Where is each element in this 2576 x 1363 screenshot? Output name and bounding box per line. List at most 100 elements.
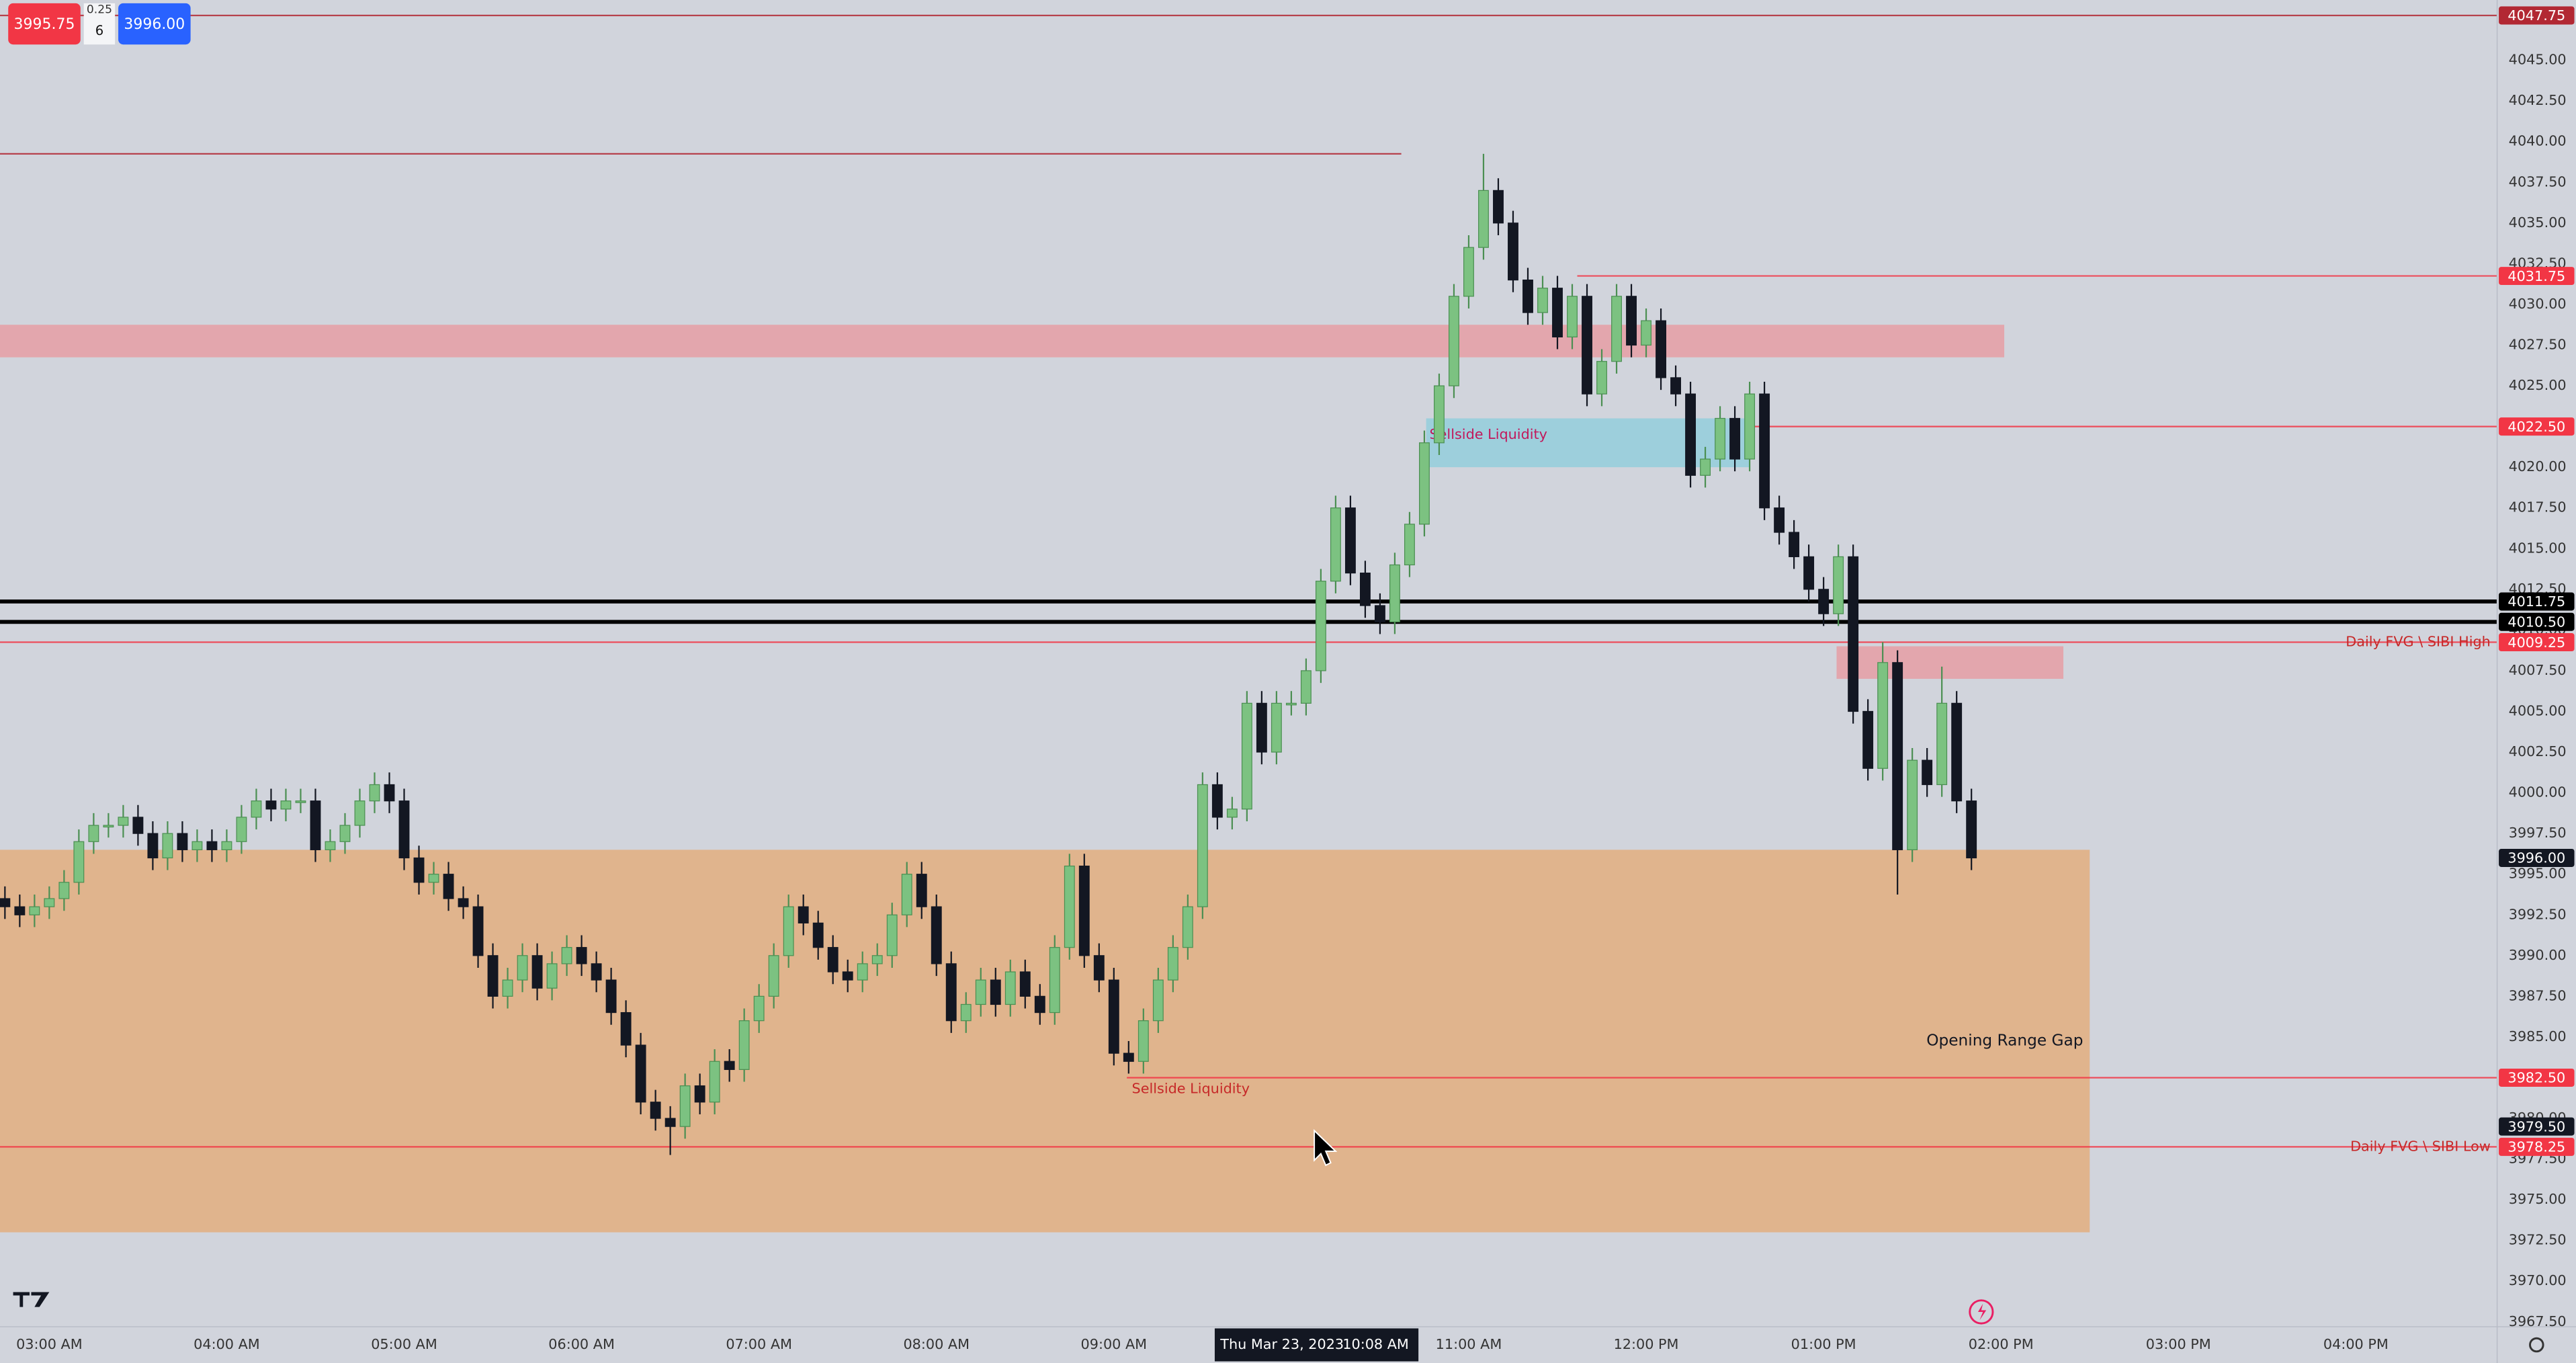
price-tag <box>2499 6 2575 25</box>
candle-body <box>812 922 824 948</box>
settings-icon[interactable] <box>2529 1337 2544 1353</box>
candle-body <box>398 800 410 859</box>
candle-body <box>561 947 572 964</box>
candle-body <box>502 979 513 997</box>
candle-body <box>1848 556 1859 712</box>
candle-body <box>1241 702 1252 810</box>
candle-body <box>487 955 499 997</box>
crosshair-price-tag <box>2499 1117 2575 1136</box>
replay-icon[interactable] <box>1969 1299 1994 1325</box>
price-tag <box>2499 1137 2575 1156</box>
price-tag <box>2499 1068 2575 1087</box>
candle-body <box>1789 532 1800 557</box>
candle-body <box>768 955 779 997</box>
last-price-tag <box>2499 848 2575 867</box>
candle-body <box>1582 296 1592 395</box>
price-tag-label: 4031.75 <box>2507 268 2565 284</box>
candle-body <box>1064 865 1075 948</box>
candle-body <box>310 800 321 850</box>
candle-body <box>1670 377 1682 395</box>
candle-body <box>1019 971 1031 997</box>
candle-body <box>443 874 454 899</box>
ask-price: 3996.00 <box>124 16 185 33</box>
candle-body <box>1685 393 1697 476</box>
candle-body <box>1359 572 1371 606</box>
candle-body <box>1966 800 1977 859</box>
buy-button[interactable] <box>118 3 191 45</box>
candle-body <box>177 833 188 850</box>
candle-body <box>191 841 203 850</box>
candle-body <box>1078 865 1090 956</box>
candle-body <box>605 979 617 1014</box>
zone <box>1836 646 2064 679</box>
y-tick-label: 3985.00 <box>2509 1028 2567 1044</box>
y-tick-label: 4020.00 <box>2509 458 2567 474</box>
y-tick-label: 4042.50 <box>2509 92 2567 108</box>
candle-body <box>29 906 40 915</box>
x-tick-label: 01:00 PM <box>1791 1336 1856 1352</box>
candle-body <box>1596 361 1607 395</box>
candle-body <box>1626 296 1637 346</box>
x-tick-label: 09:00 AM <box>1081 1336 1148 1352</box>
crosshair-date: Thu Mar 23, 2023 <box>1219 1336 1344 1352</box>
y-tick-label: 4025.00 <box>2509 377 2567 393</box>
sell-button[interactable] <box>8 3 81 45</box>
candle-body <box>664 1118 676 1127</box>
candle-body <box>1152 979 1164 1022</box>
price-tag <box>2499 417 2575 436</box>
y-tick-label: 3992.50 <box>2509 906 2567 922</box>
zone-label: Opening Range Gap <box>1926 1031 2083 1049</box>
candle-body <box>1877 662 1889 769</box>
price-tag <box>2499 592 2575 611</box>
bid-price: 3995.75 <box>14 16 75 33</box>
candle-body <box>0 898 11 907</box>
candle-body <box>1936 702 1948 786</box>
y-tick-label: 4037.50 <box>2509 173 2567 190</box>
y-tick-label: 3972.50 <box>2509 1232 2567 1248</box>
last-price-tag-label: 3996.00 <box>2507 850 2565 866</box>
y-tick-label: 4027.50 <box>2509 336 2567 352</box>
x-tick-label: 06:00 AM <box>548 1336 615 1352</box>
y-tick-label: 4007.50 <box>2509 662 2567 678</box>
y-tick-label: 4017.50 <box>2509 499 2567 515</box>
candle-body <box>990 979 1001 1005</box>
candle-body <box>1434 385 1445 444</box>
crosshair-time-box <box>1214 1328 1419 1362</box>
y-tick-label: 3970.00 <box>2509 1272 2567 1288</box>
candle-body <box>1759 393 1770 509</box>
candle-body <box>576 947 587 964</box>
candle-body <box>1715 417 1726 460</box>
quantity-box[interactable] <box>83 3 116 45</box>
candle-body <box>1093 955 1105 981</box>
mouse-cursor <box>1314 1128 1338 1167</box>
level-note: Daily FVG \ SIBI High <box>2346 634 2491 650</box>
candle-body <box>1744 393 1756 460</box>
candle-body <box>857 963 868 981</box>
candle-body <box>428 874 439 883</box>
tv-logo <box>13 1292 50 1307</box>
y-tick-label: 4000.00 <box>2509 784 2567 800</box>
level-note: Daily FVG \ SIBI Low <box>2350 1138 2491 1154</box>
price-tag <box>2499 267 2575 286</box>
y-tick-label: 4035.00 <box>2509 214 2567 231</box>
candle-body <box>1226 809 1238 818</box>
candle-body <box>1803 556 1815 590</box>
candle-body <box>945 963 957 1022</box>
x-tick-label: 07:00 AM <box>726 1336 792 1352</box>
candle-body <box>1449 296 1459 386</box>
price-tag <box>2499 612 2575 631</box>
candle-body <box>1137 1020 1149 1062</box>
candle-body <box>679 1085 691 1127</box>
candle-body <box>1774 507 1785 533</box>
price-tag-label: 4047.75 <box>2507 7 2565 24</box>
candle-body <box>1567 296 1578 337</box>
candle-body <box>369 784 380 802</box>
candle-body <box>1123 1052 1134 1062</box>
x-tick-label: 02:00 PM <box>1969 1336 2034 1352</box>
candle-body <box>591 963 602 981</box>
price-tag-label: 4022.50 <box>2507 419 2565 435</box>
candle-body <box>384 784 395 802</box>
candle-body <box>1034 995 1045 1014</box>
candle-body <box>73 841 85 883</box>
y-tick-label: 3967.50 <box>2509 1313 2567 1329</box>
